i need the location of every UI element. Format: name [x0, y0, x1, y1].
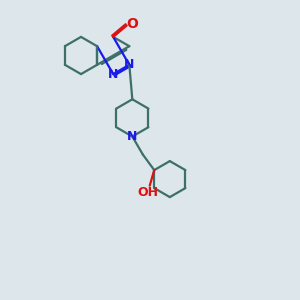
- Text: O: O: [126, 17, 138, 31]
- Text: N: N: [127, 130, 137, 143]
- Text: OH: OH: [138, 186, 159, 199]
- Text: N: N: [107, 68, 118, 81]
- Text: N: N: [124, 58, 134, 71]
